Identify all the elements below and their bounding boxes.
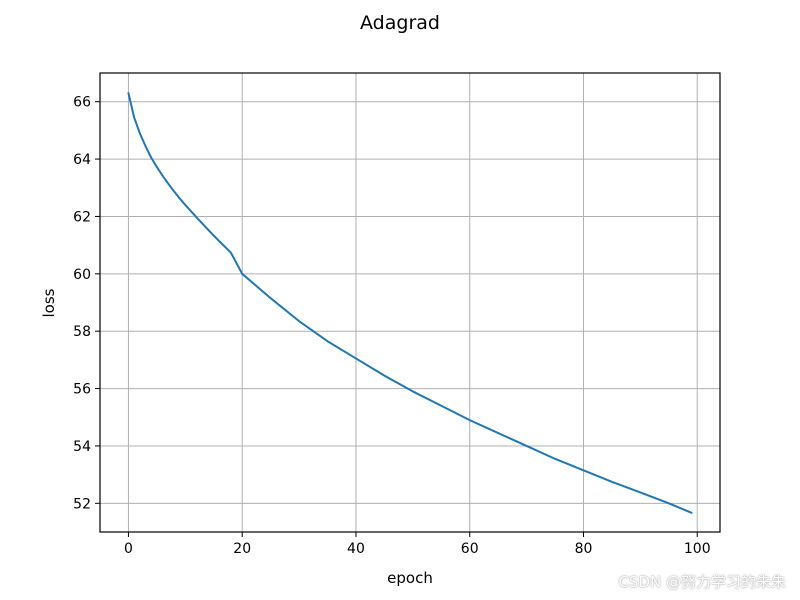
y-tick-label: 58 — [73, 324, 91, 340]
y-tick-label: 54 — [73, 439, 91, 455]
chart-title: Adagrad — [360, 12, 440, 34]
y-tick-label: 62 — [73, 209, 91, 225]
axis-ticks: 0 20 40 60 80 100 52 54 56 58 60 62 64 66 — [73, 95, 710, 557]
series-layer — [127, 92, 693, 514]
grid-lines — [100, 73, 720, 532]
x-tick-label: 60 — [461, 541, 479, 557]
y-tick-label: 52 — [73, 496, 91, 512]
x-tick-label: 100 — [684, 541, 711, 557]
x-tick-label: 80 — [575, 541, 593, 557]
plot-frame — [99, 72, 721, 533]
x-axis-label: epoch — [387, 569, 433, 587]
y-tick-label: 56 — [73, 382, 91, 398]
x-tick-label: 20 — [233, 541, 251, 557]
x-tick-label: 0 — [124, 541, 133, 557]
y-tick-label: 66 — [73, 95, 91, 111]
watermark-text: CSDN @努力学习的朱朱 — [618, 573, 786, 591]
x-tick-label: 40 — [347, 541, 365, 557]
y-tick-label: 64 — [73, 152, 91, 168]
loss-series-line — [127, 92, 693, 514]
y-axis-label: loss — [40, 288, 58, 317]
y-tick-label: 60 — [73, 267, 91, 283]
